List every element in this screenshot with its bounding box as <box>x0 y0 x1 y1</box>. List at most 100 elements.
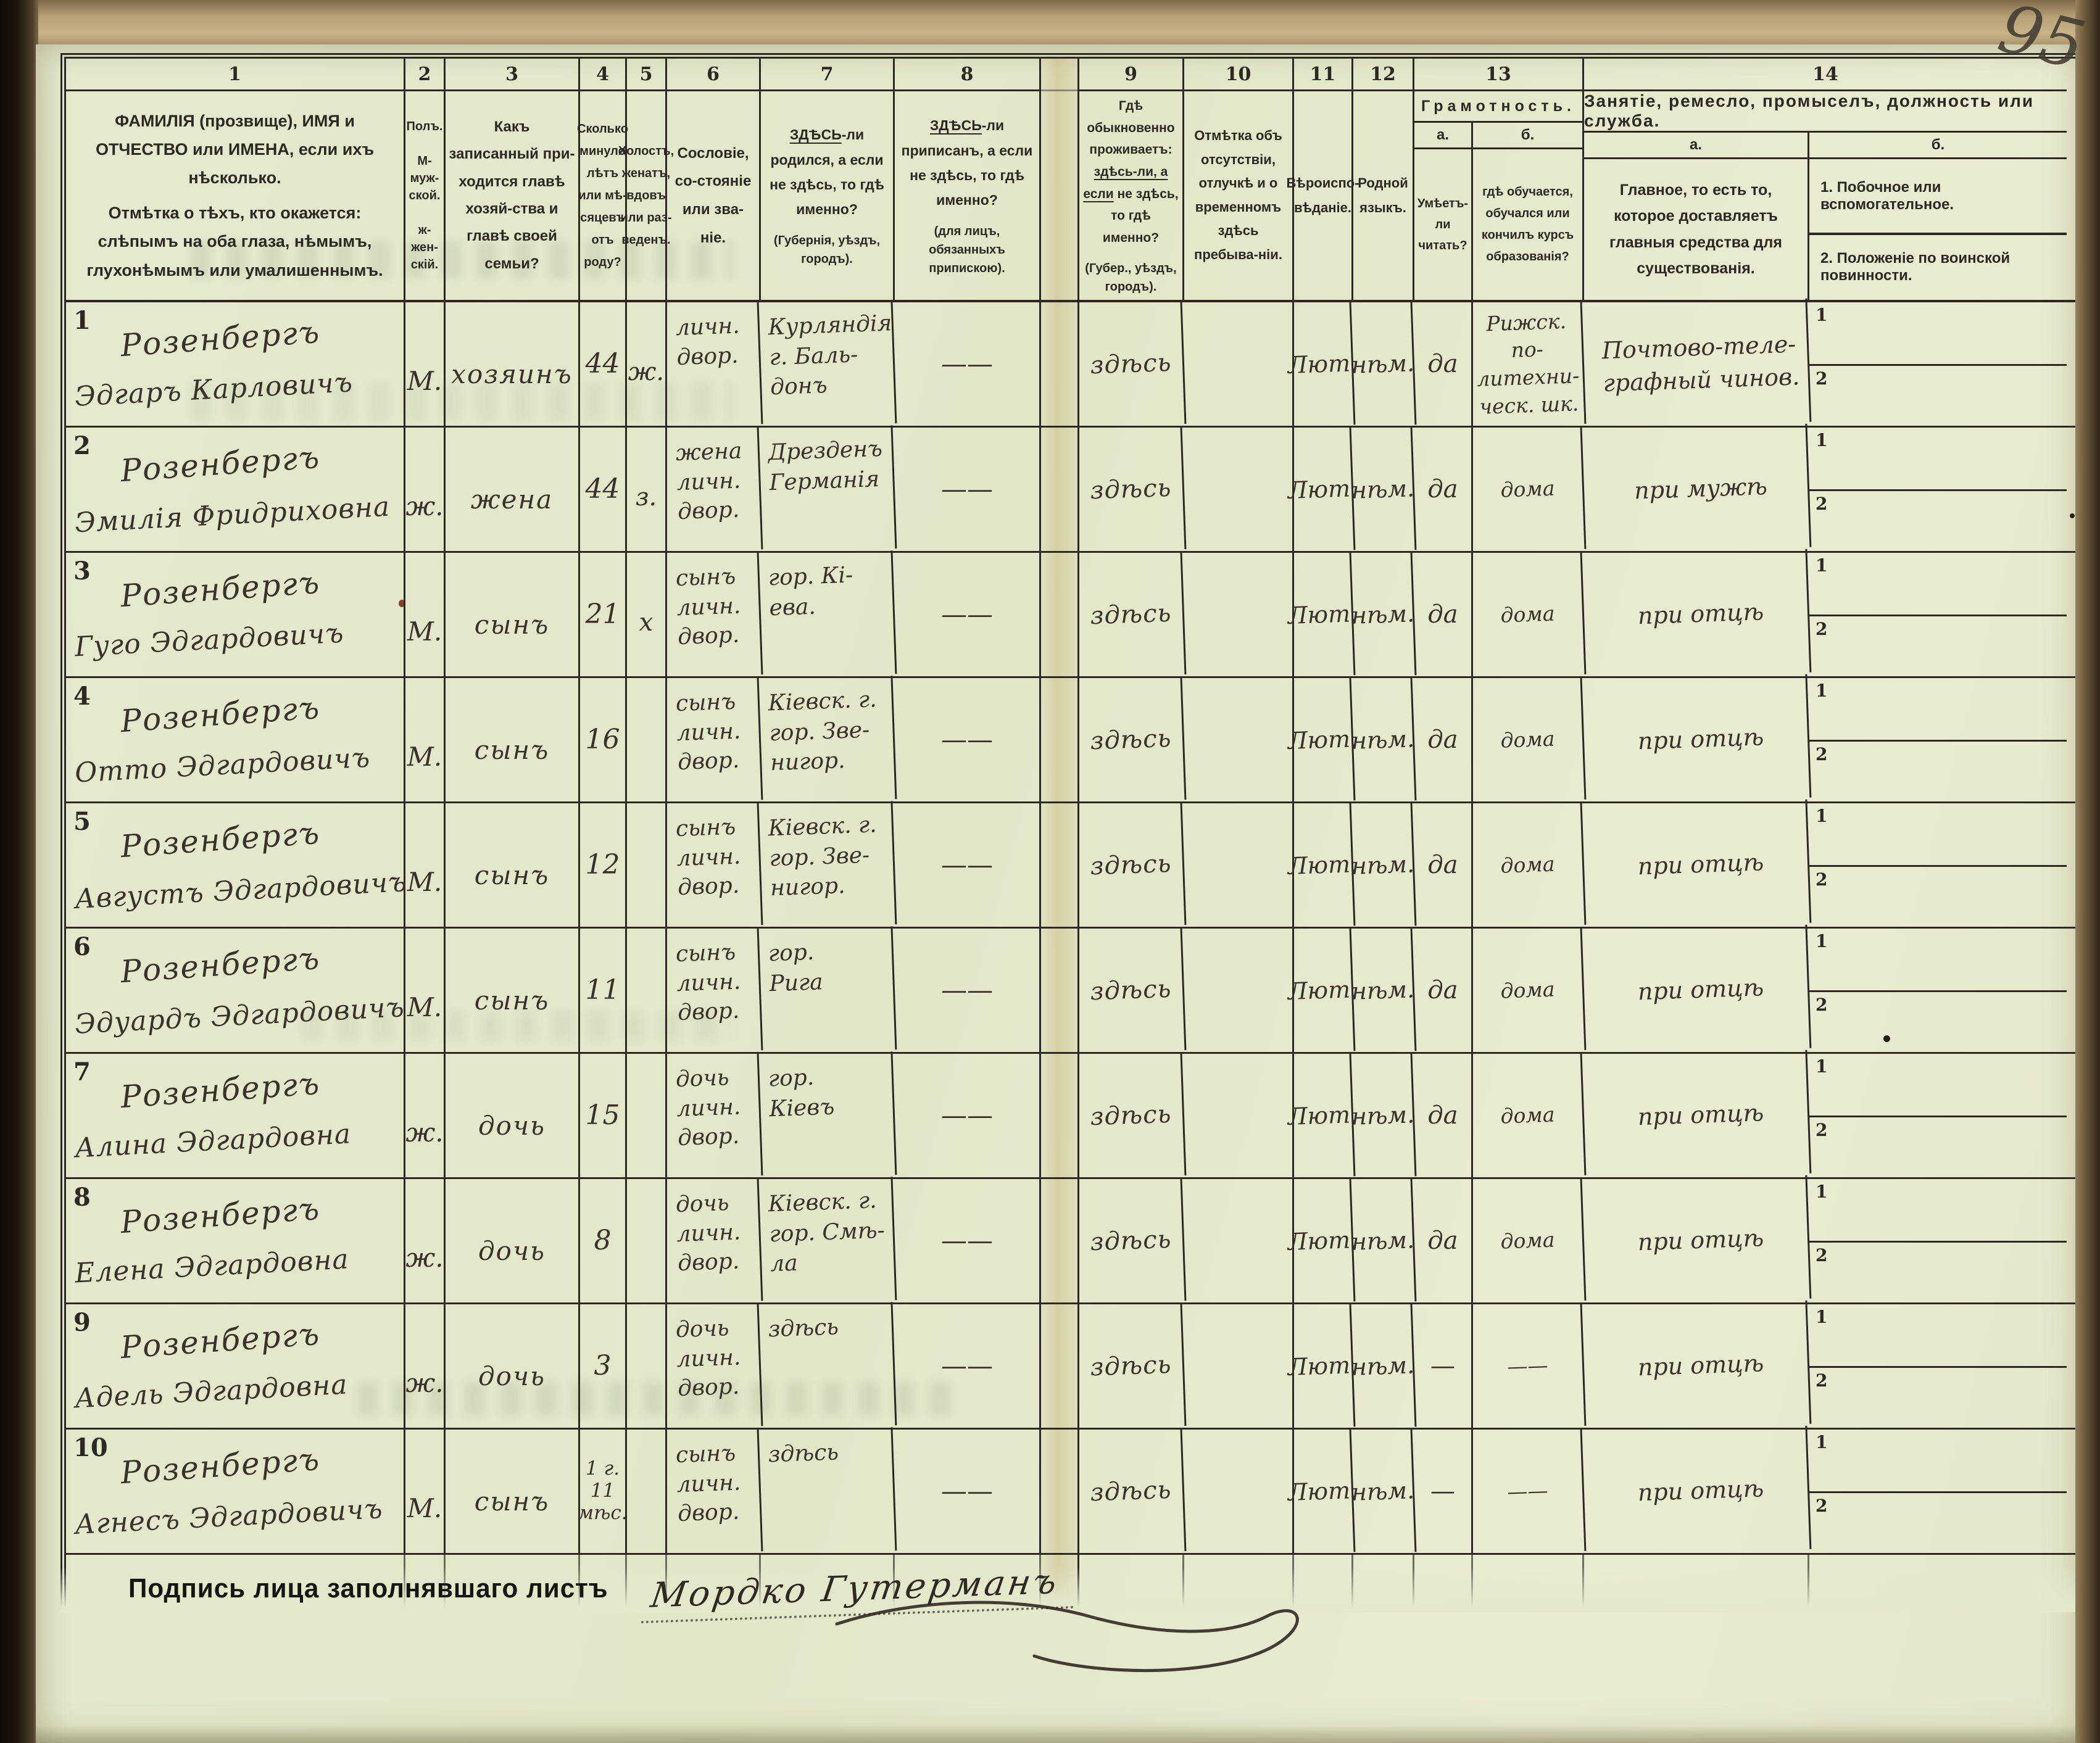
cell-native-language: нѣм. <box>1351 426 1417 552</box>
cell-birthplace: гор. Кіевъ <box>758 1051 897 1180</box>
given-name-patronymic: Алина Эдгардовна <box>73 1118 352 1164</box>
cell-absence <box>1184 302 1294 426</box>
table-row: 2 Розенбергъ Эмилія Фридриховна ж. жена … <box>66 423 2078 555</box>
cell-marital-status <box>627 803 667 927</box>
cell-sex: ж. <box>405 1053 446 1177</box>
cell-absence <box>1184 1053 1294 1177</box>
cell-marital-status <box>627 677 667 801</box>
cell-religion: Лют. <box>1287 1303 1358 1429</box>
military-duty-slot: 2 <box>1816 1370 1828 1391</box>
signature: Мордко Гутерманъ <box>641 1560 1299 1673</box>
header-col-14: 14 Занятіе, ремесло, промыселъ, должност… <box>1584 59 2067 300</box>
cell-name: 7 Розенбергъ Алина Эдгардовна <box>66 1053 405 1177</box>
table-row: 4 Розенбергъ Отто Эдгардовичъ М. сынъ 16… <box>66 674 2078 806</box>
col-number-9: 9 <box>1079 59 1182 91</box>
cell-name: 2 Розенбергъ Эмилія Фридриховна <box>66 427 405 551</box>
cell-relation: сынъ <box>446 803 580 927</box>
cell-name: 4 Розенбергъ Отто Эдгардовичъ <box>66 677 405 801</box>
header-text-sex: Полъ. <box>406 119 443 133</box>
cell-native-language: нѣм. <box>1351 927 1417 1053</box>
col-number-10: 10 <box>1184 59 1292 91</box>
cell-religion: Лют. <box>1287 802 1358 928</box>
cell-can-read: — <box>1414 1304 1473 1428</box>
cell-side-occupation: 1 2 <box>1809 803 2067 927</box>
header-text-absence: Отмѣтка объ отсутствіи, отлучкѣ и о врем… <box>1194 128 1282 262</box>
cell-religion: Лют. <box>1287 1053 1358 1178</box>
cell-name: 5 Розенбергъ Августъ Эдгардовичъ <box>66 803 408 927</box>
side-occupation-slot: 1 <box>1809 929 2067 992</box>
cell-side-occupation: 1 2 <box>1809 1304 2067 1428</box>
cell-registration: —— <box>895 677 1041 801</box>
header-text-sex-female: ж-жен-скій. <box>410 223 439 271</box>
military-duty-slot: 2 <box>1816 743 1828 764</box>
cell-registration: —— <box>895 1429 1041 1553</box>
cell-relation: сынъ <box>446 1429 580 1553</box>
signature-flourish <box>835 1600 1299 1673</box>
bleed-through-stain <box>190 383 733 421</box>
cell-can-read: да <box>1414 552 1473 676</box>
bleed-through-stain <box>301 1012 733 1040</box>
cell-birthplace: гор. Рига <box>758 926 897 1054</box>
col-number-12: 12 <box>1353 59 1413 91</box>
row-number: 3 <box>73 556 91 586</box>
cell-occupation: при отцѣ <box>1582 799 1812 931</box>
cell-estate: дочь личн. двор. <box>665 1052 763 1179</box>
cell-side-occupation: 1 2 <box>1809 428 2067 551</box>
table-row: 3 Розенбергъ Гуго Эдгардовичъ М. сынъ 21… <box>66 549 2078 681</box>
col-number-7: 7 <box>761 59 893 91</box>
cell-native-language: нѣм. <box>1351 1303 1417 1429</box>
header-title-literacy: Грамотность. <box>1414 91 1582 123</box>
cell-relation: сынъ <box>446 552 580 676</box>
cell-religion: Лют. <box>1287 927 1358 1053</box>
table-row: 5 Розенбергъ Августъ Эдгардовичъ М. сынъ… <box>66 799 2078 931</box>
given-name-patronymic: Августъ Эдгардовичъ <box>74 866 408 915</box>
cell-residence: здѣсь <box>1077 425 1187 553</box>
col-number-3: 3 <box>446 59 578 91</box>
cell-side-occupation: 1 2 <box>1809 929 2067 1052</box>
header-text-marital: Холостъ, женатъ, вдовъ или раз-веденъ. <box>618 144 674 247</box>
cell-education: —— <box>1471 1302 1587 1430</box>
cell-religion: Лют. <box>1287 1178 1358 1304</box>
paper-fold <box>1041 427 1079 551</box>
table-row: 6 Розенбергъ Эдуардъ Эдгардовичъ М. сынъ… <box>66 924 2078 1056</box>
header-title-occupation: Занятіе, ремесло, промыселъ, должность и… <box>1584 91 2067 133</box>
header-text-sex-male: М-муж-ской. <box>409 154 441 202</box>
table-header: 1 ФАМИЛІЯ (прозвище), ИМЯ и ОТЧЕСТВО или… <box>66 59 2078 302</box>
cell-can-read: да <box>1414 1178 1473 1302</box>
paper-fold <box>1041 803 1079 927</box>
cell-birthplace: Кіевск. г. гор. Смѣ- ла <box>758 1177 897 1305</box>
col-number-1: 1 <box>66 59 404 91</box>
cell-side-occupation: 1 2 <box>1809 678 2067 801</box>
col-number-4: 4 <box>580 59 625 91</box>
cell-relation: сынъ <box>446 677 580 801</box>
cell-occupation: при отцѣ <box>1582 674 1812 806</box>
cell-can-read: да <box>1414 928 1473 1052</box>
row-number: 7 <box>73 1057 91 1087</box>
cell-relation: хозяинъ <box>446 302 580 426</box>
cell-age: 12 <box>580 803 627 927</box>
given-name-patronymic: Елена Эдгардовна <box>73 1243 350 1290</box>
cell-native-language: нѣм. <box>1351 1053 1417 1178</box>
header-label-13b: б. <box>1473 123 1582 149</box>
cell-estate: сынъ личн. двор. <box>665 927 763 1054</box>
cell-education: дома <box>1471 425 1587 553</box>
cell-can-read: да <box>1414 1053 1473 1177</box>
cell-residence: здѣсь <box>1077 926 1187 1054</box>
table-body: 1 Розенбергъ Эдгаръ Карловичъ М. хозяинъ… <box>66 298 2078 1557</box>
header-text-birthplace: ЗДѢСЬ-ли родился, а если не здѣсь, то гд… <box>770 126 884 218</box>
header-text-relation: Какъ записанный при-ходится главѣ хозяй-… <box>449 118 575 272</box>
cell-residence: здѣсь <box>1077 1302 1187 1430</box>
cell-birthplace: гор. Кі- ева. <box>758 550 897 679</box>
cell-side-occupation: 1 2 <box>1809 1179 2067 1302</box>
row-number: 6 <box>73 932 91 961</box>
scan-edge-left <box>0 0 38 1743</box>
header-col-6: 6 Сословіе, со-стояніе или зва-ніе. <box>667 59 761 300</box>
side-occupation-slot: 1 <box>1809 678 2067 742</box>
cell-birthplace: Дрезденъ Германія <box>758 425 897 553</box>
cell-birthplace: здѣсь <box>758 1302 897 1430</box>
cell-education: дома <box>1471 1177 1587 1304</box>
given-name-patronymic: Эдуардъ Эдгардовичъ <box>74 991 405 1040</box>
side-occupation-slot: 1 <box>1809 1179 2067 1243</box>
paper-fold <box>1041 1053 1079 1177</box>
col-number-2: 2 <box>405 59 444 91</box>
